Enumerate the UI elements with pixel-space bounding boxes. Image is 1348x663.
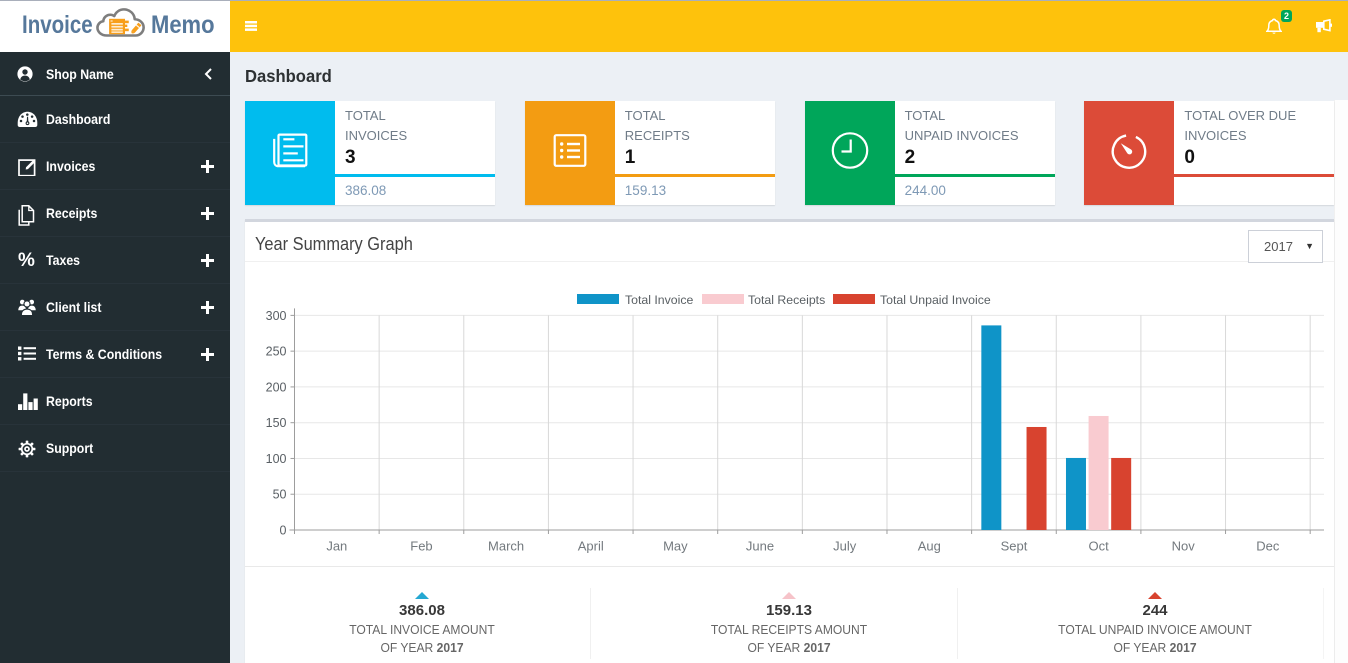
svg-text:200: 200	[266, 380, 287, 394]
svg-text:0: 0	[280, 524, 287, 538]
svg-text:300: 300	[266, 309, 287, 323]
svg-text:150: 150	[266, 416, 287, 430]
svg-text:March: March	[488, 539, 524, 554]
svg-text:May: May	[663, 539, 688, 554]
svg-text:Jan: Jan	[326, 539, 347, 554]
svg-text:July: July	[833, 539, 857, 554]
svg-text:Oct: Oct	[1088, 539, 1109, 554]
svg-text:100: 100	[266, 452, 287, 466]
svg-text:April: April	[578, 539, 604, 554]
svg-text:Feb: Feb	[410, 539, 432, 554]
svg-text:Dec: Dec	[1256, 539, 1280, 554]
svg-text:Aug: Aug	[918, 539, 941, 554]
svg-text:250: 250	[266, 345, 287, 359]
svg-text:Nov: Nov	[1172, 539, 1196, 554]
svg-text:Sept: Sept	[1001, 539, 1028, 554]
svg-text:June: June	[746, 539, 774, 554]
svg-text:50: 50	[273, 488, 287, 502]
